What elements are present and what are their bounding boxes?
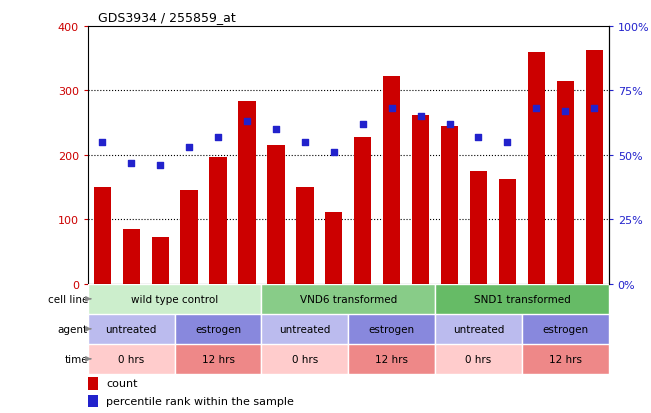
Text: 0 hrs: 0 hrs — [292, 354, 318, 364]
FancyBboxPatch shape — [88, 344, 174, 374]
Point — [560, 109, 570, 115]
Text: estrogen: estrogen — [195, 324, 241, 334]
Bar — [238, 102, 256, 284]
Text: 12 hrs: 12 hrs — [202, 354, 234, 364]
Bar — [383, 77, 400, 284]
Bar — [180, 191, 198, 284]
Bar — [88, 395, 98, 407]
Bar — [152, 238, 169, 284]
Point — [299, 139, 310, 146]
FancyBboxPatch shape — [435, 284, 609, 314]
Bar — [94, 188, 111, 284]
Text: untreated: untreated — [279, 324, 331, 334]
Text: SND1 transformed: SND1 transformed — [473, 294, 570, 304]
Point — [184, 145, 195, 151]
Bar — [412, 116, 429, 284]
Bar — [296, 188, 314, 284]
Bar — [268, 146, 284, 284]
Bar — [585, 51, 603, 284]
Point — [357, 121, 368, 128]
FancyBboxPatch shape — [174, 344, 262, 374]
FancyBboxPatch shape — [522, 314, 609, 344]
Point — [155, 162, 165, 169]
Text: estrogen: estrogen — [542, 324, 589, 334]
Text: 0 hrs: 0 hrs — [118, 354, 145, 364]
FancyBboxPatch shape — [88, 314, 174, 344]
Text: agent: agent — [58, 324, 88, 334]
Text: count: count — [106, 378, 137, 388]
Point — [213, 134, 223, 141]
Bar — [354, 138, 372, 284]
Text: time: time — [64, 354, 88, 364]
Point — [415, 114, 426, 120]
FancyBboxPatch shape — [174, 314, 262, 344]
FancyBboxPatch shape — [435, 344, 522, 374]
Point — [502, 139, 512, 146]
Bar — [499, 180, 516, 284]
Text: untreated: untreated — [105, 324, 157, 334]
Text: untreated: untreated — [453, 324, 504, 334]
FancyBboxPatch shape — [262, 284, 435, 314]
Text: cell line: cell line — [48, 294, 88, 304]
Text: wild type control: wild type control — [131, 294, 218, 304]
Bar — [325, 212, 342, 284]
Text: percentile rank within the sample: percentile rank within the sample — [106, 396, 294, 406]
Point — [589, 106, 600, 112]
Point — [473, 134, 484, 141]
Point — [445, 121, 455, 128]
Text: estrogen: estrogen — [368, 324, 415, 334]
FancyBboxPatch shape — [348, 314, 435, 344]
Point — [329, 150, 339, 156]
FancyBboxPatch shape — [348, 344, 435, 374]
FancyBboxPatch shape — [88, 284, 262, 314]
Bar — [441, 126, 458, 284]
Bar — [122, 230, 140, 284]
Text: VND6 transformed: VND6 transformed — [299, 294, 397, 304]
Text: GDS3934 / 255859_at: GDS3934 / 255859_at — [98, 11, 236, 24]
Text: 12 hrs: 12 hrs — [549, 354, 582, 364]
FancyBboxPatch shape — [262, 344, 348, 374]
Point — [242, 119, 252, 126]
Bar — [528, 52, 545, 284]
Bar — [210, 158, 227, 284]
FancyBboxPatch shape — [522, 344, 609, 374]
Point — [97, 139, 107, 146]
Bar — [88, 377, 98, 390]
Point — [126, 160, 137, 166]
Point — [531, 106, 542, 112]
Text: 12 hrs: 12 hrs — [375, 354, 408, 364]
FancyBboxPatch shape — [435, 314, 522, 344]
Point — [387, 106, 397, 112]
Bar — [470, 171, 487, 284]
Text: 0 hrs: 0 hrs — [465, 354, 492, 364]
FancyBboxPatch shape — [262, 314, 348, 344]
Bar — [557, 81, 574, 284]
Point — [271, 126, 281, 133]
